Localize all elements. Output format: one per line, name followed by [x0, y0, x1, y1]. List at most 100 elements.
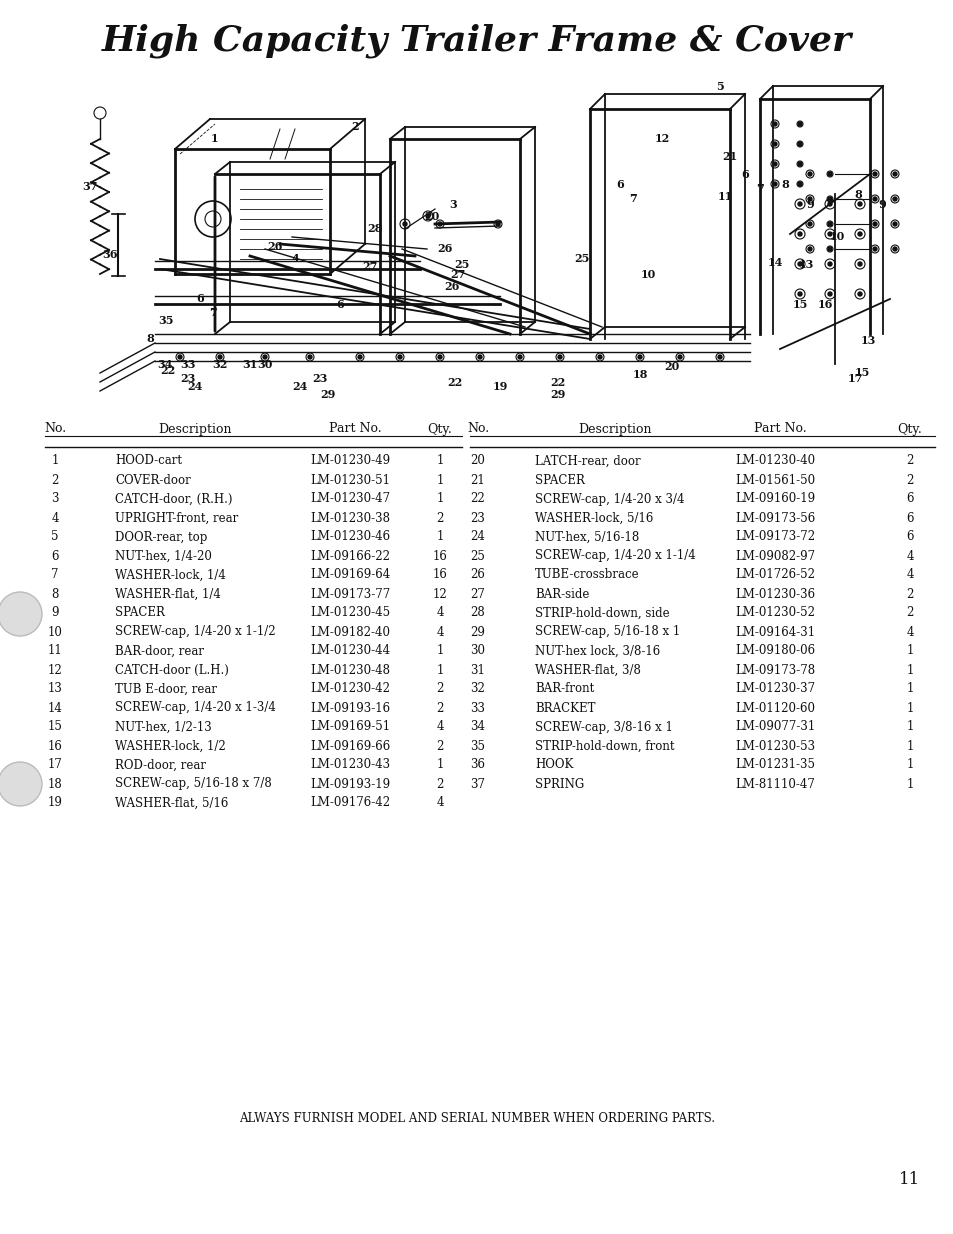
Text: 1: 1 — [436, 492, 443, 506]
Text: 10: 10 — [828, 231, 843, 242]
Text: STRIP-hold-down, front: STRIP-hold-down, front — [535, 739, 674, 753]
Text: LM-09173-78: LM-09173-78 — [734, 664, 814, 676]
Text: 24: 24 — [470, 531, 485, 543]
Text: 22: 22 — [470, 492, 485, 506]
Circle shape — [0, 763, 42, 806]
Text: LM-01230-40: LM-01230-40 — [734, 454, 814, 468]
Text: LM-01230-52: LM-01230-52 — [734, 606, 814, 619]
Text: 30: 30 — [470, 644, 485, 658]
Circle shape — [797, 142, 801, 146]
Text: 6: 6 — [740, 169, 748, 179]
Text: SCREW-cap, 5/16-18 x 7/8: SCREW-cap, 5/16-18 x 7/8 — [115, 777, 272, 791]
Text: 16: 16 — [432, 569, 447, 581]
Text: ALWAYS FURNISH MODEL AND SERIAL NUMBER WHEN ORDERING PARTS.: ALWAYS FURNISH MODEL AND SERIAL NUMBER W… — [238, 1113, 715, 1125]
Text: LM-09173-77: LM-09173-77 — [310, 587, 390, 601]
Text: LM-01120-60: LM-01120-60 — [734, 701, 814, 714]
Text: 11: 11 — [717, 190, 732, 201]
Text: LM-01230-45: LM-01230-45 — [310, 606, 390, 619]
Text: 2: 2 — [905, 587, 913, 601]
Text: 4: 4 — [905, 626, 913, 638]
Text: LM-09169-66: LM-09169-66 — [310, 739, 390, 753]
Text: 2: 2 — [436, 777, 443, 791]
Text: 2: 2 — [436, 512, 443, 524]
Text: 15: 15 — [48, 721, 62, 733]
Text: 24: 24 — [187, 380, 202, 391]
Text: 8: 8 — [853, 189, 861, 200]
Text: 10: 10 — [48, 626, 62, 638]
Text: 1: 1 — [436, 531, 443, 543]
Text: 36: 36 — [470, 759, 485, 771]
Circle shape — [827, 202, 831, 206]
Text: LM-09173-72: LM-09173-72 — [734, 531, 814, 543]
Text: 1: 1 — [905, 682, 913, 696]
Circle shape — [827, 262, 831, 267]
Text: 19: 19 — [48, 796, 62, 810]
Text: 24: 24 — [292, 380, 308, 391]
Circle shape — [0, 592, 42, 636]
Text: LM-09180-06: LM-09180-06 — [734, 644, 814, 658]
Text: 19: 19 — [492, 380, 507, 391]
Text: NUT-hex, 1/4-20: NUT-hex, 1/4-20 — [115, 549, 212, 563]
Circle shape — [872, 197, 876, 201]
Text: CATCH-door, (R.H.): CATCH-door, (R.H.) — [115, 492, 233, 506]
Text: 1: 1 — [905, 759, 913, 771]
Text: 34: 34 — [157, 359, 172, 369]
Circle shape — [892, 247, 896, 251]
Text: LM-01230-51: LM-01230-51 — [310, 474, 390, 486]
Text: 16: 16 — [48, 739, 62, 753]
Text: 10: 10 — [639, 269, 655, 279]
Text: LM-01230-38: LM-01230-38 — [310, 512, 390, 524]
Text: SCREW-cap, 1/4-20 x 1-1/4: SCREW-cap, 1/4-20 x 1-1/4 — [535, 549, 695, 563]
Text: 7: 7 — [628, 193, 637, 204]
Text: 26: 26 — [470, 569, 485, 581]
Text: 20: 20 — [424, 211, 439, 221]
Text: 28: 28 — [470, 606, 485, 619]
Text: 25: 25 — [470, 549, 485, 563]
Text: 18: 18 — [632, 369, 647, 380]
Text: 26: 26 — [267, 241, 282, 252]
Text: 6: 6 — [196, 294, 204, 305]
Text: SPACER: SPACER — [115, 606, 165, 619]
Text: LM-09160-19: LM-09160-19 — [734, 492, 814, 506]
Text: 36: 36 — [102, 248, 117, 259]
Text: LM-09176-42: LM-09176-42 — [310, 796, 390, 810]
Text: LM-01561-50: LM-01561-50 — [734, 474, 814, 486]
Text: LM-09193-19: LM-09193-19 — [310, 777, 390, 791]
Text: 1: 1 — [905, 701, 913, 714]
Circle shape — [397, 355, 401, 359]
Text: LM-81110-47: LM-81110-47 — [734, 777, 814, 791]
Text: WASHER-flat, 5/16: WASHER-flat, 5/16 — [115, 796, 228, 810]
Text: UPRIGHT-front, rear: UPRIGHT-front, rear — [115, 512, 238, 524]
Text: LM-01231-35: LM-01231-35 — [734, 759, 814, 771]
Text: 17: 17 — [48, 759, 62, 771]
Circle shape — [827, 247, 831, 251]
Text: CATCH-door (L.H.): CATCH-door (L.H.) — [115, 664, 229, 676]
Circle shape — [857, 262, 862, 267]
Text: 4: 4 — [51, 512, 59, 524]
Circle shape — [807, 247, 811, 251]
Text: 26: 26 — [444, 280, 459, 291]
Text: HOOK: HOOK — [535, 759, 573, 771]
Text: 1: 1 — [905, 644, 913, 658]
Circle shape — [797, 292, 801, 296]
Text: SCREW-cap, 1/4-20 x 3/4: SCREW-cap, 1/4-20 x 3/4 — [535, 492, 684, 506]
Circle shape — [718, 355, 721, 359]
Circle shape — [892, 197, 896, 201]
Text: 2: 2 — [436, 682, 443, 696]
Text: 4: 4 — [436, 796, 443, 810]
Text: 4: 4 — [905, 549, 913, 563]
Text: 13: 13 — [860, 336, 875, 347]
Text: 34: 34 — [470, 721, 485, 733]
Text: LM-09077-31: LM-09077-31 — [734, 721, 815, 733]
Circle shape — [797, 202, 801, 206]
Circle shape — [772, 181, 776, 186]
Circle shape — [872, 222, 876, 226]
Circle shape — [797, 162, 801, 167]
Text: WASHER-lock, 5/16: WASHER-lock, 5/16 — [535, 512, 653, 524]
Text: LM-01230-48: LM-01230-48 — [310, 664, 390, 676]
Text: 12: 12 — [654, 133, 669, 144]
Text: LM-01230-36: LM-01230-36 — [734, 587, 814, 601]
Text: LM-09173-56: LM-09173-56 — [734, 512, 815, 524]
Circle shape — [678, 355, 681, 359]
Text: SPRING: SPRING — [535, 777, 583, 791]
